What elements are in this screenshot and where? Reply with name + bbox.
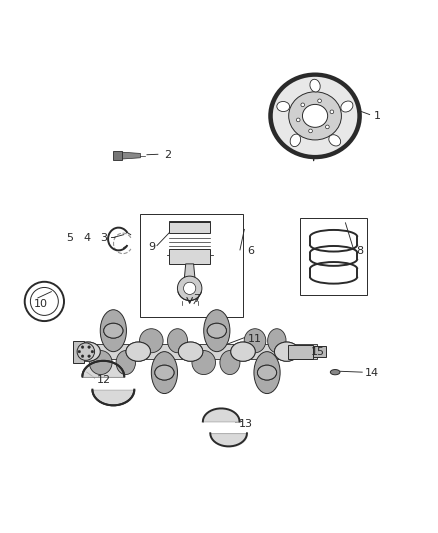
Ellipse shape [207,323,226,338]
Ellipse shape [100,310,127,352]
Ellipse shape [104,323,123,338]
Ellipse shape [167,329,187,353]
Text: 10: 10 [33,298,47,309]
Ellipse shape [155,365,174,380]
Circle shape [91,350,94,353]
Ellipse shape [220,351,240,375]
Bar [169,221,210,222]
Text: 5: 5 [66,233,73,243]
Circle shape [177,276,202,301]
Ellipse shape [275,342,299,361]
Ellipse shape [76,342,100,361]
Circle shape [301,103,304,107]
Ellipse shape [204,310,230,352]
Text: 6: 6 [247,246,254,256]
Ellipse shape [116,351,135,375]
Ellipse shape [289,92,341,140]
Ellipse shape [126,342,150,361]
Text: 1: 1 [374,111,381,121]
Ellipse shape [268,329,286,353]
Circle shape [81,346,84,349]
Circle shape [184,282,196,294]
Ellipse shape [290,134,300,147]
Text: 12: 12 [97,375,111,385]
Ellipse shape [258,365,277,380]
Ellipse shape [303,104,328,127]
Ellipse shape [330,369,340,375]
Circle shape [330,110,334,114]
Polygon shape [121,152,141,159]
Ellipse shape [254,352,280,393]
Ellipse shape [277,101,290,111]
Bar [313,346,326,357]
Ellipse shape [126,342,150,361]
Text: 8: 8 [357,246,364,256]
Ellipse shape [231,342,255,361]
Ellipse shape [178,342,203,361]
Text: 13: 13 [239,419,253,429]
Text: 4: 4 [83,233,90,243]
Circle shape [297,118,300,122]
Ellipse shape [231,342,255,361]
Text: 9: 9 [148,242,155,252]
Ellipse shape [151,352,177,393]
Circle shape [88,346,90,349]
Circle shape [309,129,312,133]
Text: 14: 14 [365,368,379,378]
Ellipse shape [244,329,266,353]
Text: 15: 15 [311,346,325,357]
Circle shape [81,355,84,358]
Text: 11: 11 [247,334,261,344]
Ellipse shape [178,342,203,361]
Bar [113,151,122,160]
Circle shape [325,125,329,129]
Ellipse shape [155,365,174,380]
Ellipse shape [341,101,353,112]
Ellipse shape [275,342,299,361]
Ellipse shape [310,79,320,92]
Ellipse shape [89,351,112,375]
Circle shape [88,355,90,358]
Ellipse shape [258,365,277,380]
Text: 7: 7 [193,294,200,304]
Ellipse shape [77,343,95,360]
Bar [141,214,243,317]
Circle shape [78,350,81,353]
Bar [73,341,84,362]
Bar [300,219,367,295]
Bar [169,248,210,264]
Ellipse shape [329,135,341,146]
Bar [169,222,210,233]
Ellipse shape [192,351,215,375]
Bar [288,345,313,359]
Bar [73,344,317,359]
Circle shape [318,99,321,103]
Ellipse shape [269,74,361,158]
Ellipse shape [140,329,163,353]
Ellipse shape [76,342,100,361]
Ellipse shape [207,323,226,338]
Text: 3: 3 [101,233,108,243]
Text: 2: 2 [164,150,172,160]
Polygon shape [184,264,195,277]
Ellipse shape [104,323,123,338]
Ellipse shape [312,78,315,161]
